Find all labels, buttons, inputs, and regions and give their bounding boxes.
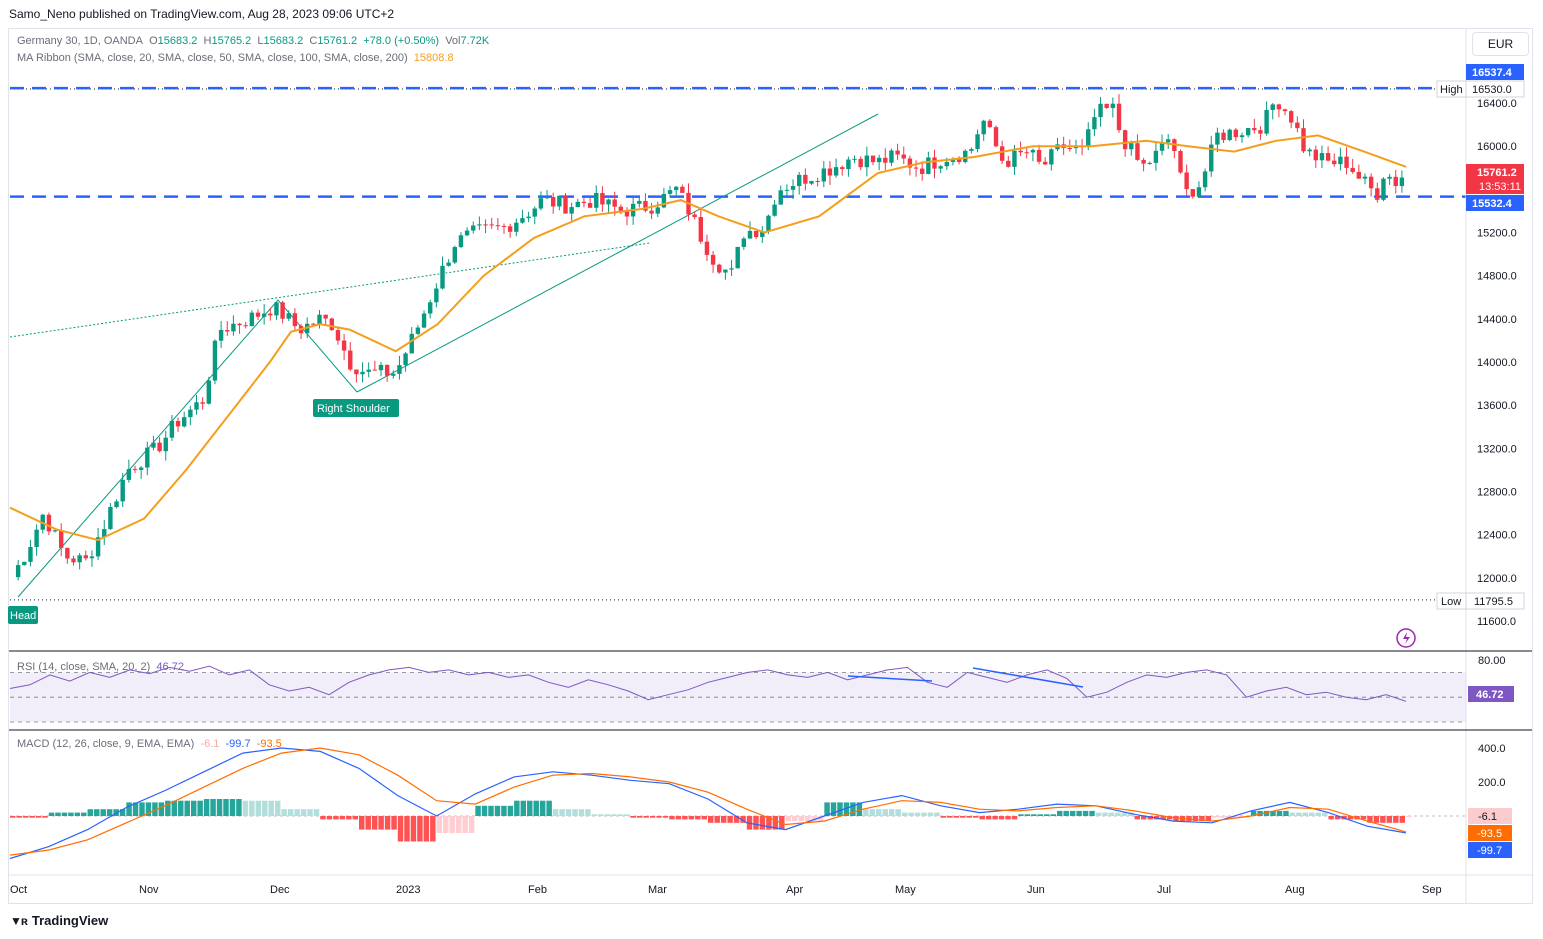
macd-legend-label: MACD (12, 26, close, 9, EMA, EMA) bbox=[17, 738, 195, 750]
macd-legend-signal: -93.5 bbox=[256, 738, 282, 750]
volume-label: Vol bbox=[445, 35, 461, 47]
macd-legend-macd: -99.7 bbox=[225, 738, 251, 750]
publisher-note: Samo_Neno published on TradingView.com, … bbox=[9, 7, 395, 21]
open-value: 15683.2 bbox=[157, 35, 198, 47]
ma-legend-label: MA Ribbon (SMA, close, 20, SMA, close, 5… bbox=[17, 52, 408, 64]
chart-frame bbox=[8, 28, 1533, 904]
high-label: H bbox=[203, 35, 212, 47]
macd-legend-hist: -6.1 bbox=[200, 738, 220, 750]
currency-button[interactable]: EUR bbox=[1472, 32, 1529, 56]
change-value: +78.0 (+0.50%) bbox=[363, 35, 440, 47]
low-label: L bbox=[257, 35, 264, 47]
tradingview-brand: TradingView bbox=[31, 913, 109, 928]
volume-value: 7.72K bbox=[460, 35, 490, 47]
ma-legend-value: 15808.8 bbox=[413, 52, 454, 64]
open-label: O bbox=[149, 35, 158, 47]
ma-legend[interactable]: MA Ribbon (SMA, close, 20, SMA, close, 5… bbox=[17, 52, 454, 64]
low-value: 15683.2 bbox=[263, 35, 304, 47]
high-value: 15765.2 bbox=[211, 35, 252, 47]
main-legend: Germany 30, 1D, OANDA O15683.2 H15765.2 … bbox=[17, 35, 489, 47]
macd-legend[interactable]: MACD (12, 26, close, 9, EMA, EMA) -6.1 -… bbox=[17, 738, 282, 750]
symbol-label[interactable]: Germany 30, 1D, OANDA bbox=[17, 35, 143, 47]
close-label: C bbox=[309, 35, 318, 47]
rsi-legend[interactable]: RSI (14, close, SMA, 20, 2) 46.72 bbox=[17, 661, 184, 673]
rsi-legend-label: RSI (14, close, SMA, 20, 2) bbox=[17, 661, 151, 673]
rsi-legend-value: 46.72 bbox=[156, 661, 184, 673]
close-value: 15761.2 bbox=[317, 35, 358, 47]
tradingview-logo-icon: ▼ʀ bbox=[10, 913, 28, 928]
tradingview-footer[interactable]: ▼ʀ TradingView bbox=[10, 913, 108, 928]
